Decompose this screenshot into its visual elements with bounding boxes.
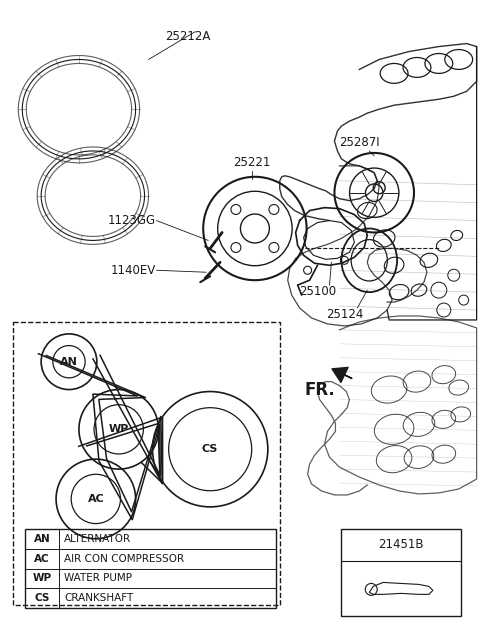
Text: ALTERNATOR: ALTERNATOR <box>64 534 131 544</box>
Text: 1140EV: 1140EV <box>110 264 156 277</box>
Text: AN: AN <box>60 357 78 367</box>
Bar <box>25 529 276 608</box>
Text: AIR CON COMPRESSOR: AIR CON COMPRESSOR <box>64 554 184 564</box>
Text: 1123GG: 1123GG <box>108 214 156 227</box>
Text: FR.: FR. <box>305 381 336 399</box>
Text: AC: AC <box>87 494 104 504</box>
Text: 25124: 25124 <box>326 308 363 321</box>
Bar <box>13 322 280 605</box>
Text: CRANKSHAFT: CRANKSHAFT <box>64 593 133 603</box>
Text: WP: WP <box>33 574 52 584</box>
Text: 25287I: 25287I <box>339 136 380 149</box>
Text: CS: CS <box>35 593 50 603</box>
Text: 21451B: 21451B <box>378 538 424 551</box>
Text: 25212A: 25212A <box>166 29 211 43</box>
Bar <box>341 529 461 616</box>
Text: AN: AN <box>34 534 50 544</box>
Text: AC: AC <box>35 554 50 564</box>
Text: WP: WP <box>108 424 129 435</box>
Text: 25221: 25221 <box>233 156 271 169</box>
FancyArrowPatch shape <box>332 367 352 382</box>
Text: 25100: 25100 <box>299 285 336 298</box>
Text: WATER PUMP: WATER PUMP <box>64 574 132 584</box>
Text: CS: CS <box>202 444 218 454</box>
